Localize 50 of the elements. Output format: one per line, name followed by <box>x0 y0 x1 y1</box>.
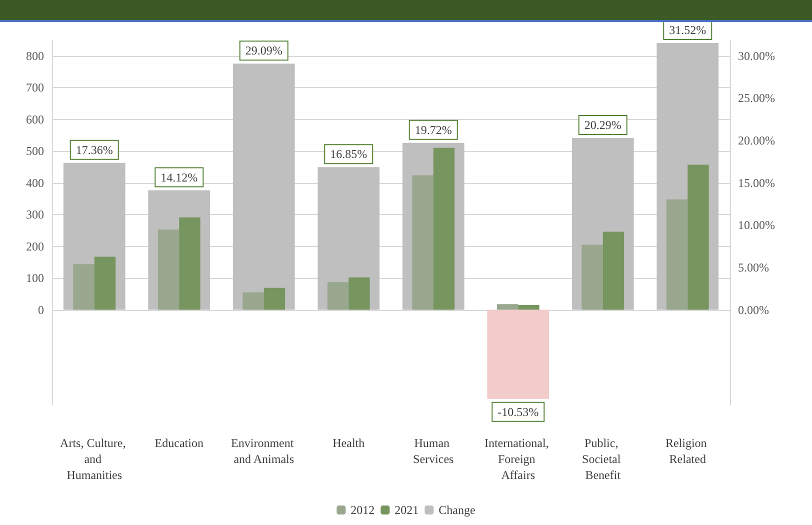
bar <box>73 264 94 310</box>
x-tick-label: Human Services <box>413 436 454 466</box>
bar <box>232 64 295 310</box>
y2-tick-label: 25.00% <box>738 91 775 106</box>
bar <box>688 164 709 310</box>
data-label: -10.53% <box>498 404 539 419</box>
y2-tick-label: 10.00% <box>738 218 775 232</box>
y-tick-label: 700 <box>26 80 44 95</box>
y-tick-label: 400 <box>26 176 44 190</box>
bar <box>94 256 116 310</box>
bar <box>264 288 286 310</box>
bar <box>518 305 540 310</box>
data-label: 29.09% <box>245 44 282 58</box>
y-tick-label: 300 <box>26 208 44 222</box>
y-tick-label: 500 <box>26 144 44 158</box>
x-tick-label: Public, Societal Benefit <box>582 436 624 482</box>
bar <box>666 199 688 310</box>
legend-label: 2012 <box>350 503 375 517</box>
bar <box>487 310 550 399</box>
data-label: 17.36% <box>76 142 113 157</box>
data-label: 14.12% <box>160 170 198 184</box>
data-label: 16.85% <box>330 147 368 162</box>
bar <box>582 244 603 310</box>
x-tick-label: International, Foreign Affairs <box>484 436 552 482</box>
bar <box>327 282 349 310</box>
y-tick-label: 0 <box>38 302 44 317</box>
y-tick-label: 800 <box>26 48 44 63</box>
bar <box>348 277 370 310</box>
data-label: 20.29% <box>584 118 622 132</box>
bar <box>602 232 624 310</box>
bar <box>242 292 264 310</box>
data-label: 31.52% <box>669 23 706 38</box>
y2-tick-label: 5.00% <box>738 260 769 274</box>
legend-label: 2021 <box>394 503 419 517</box>
y2-tick-label: 20.00% <box>738 134 775 148</box>
y-tick-label: 100 <box>26 271 44 286</box>
y2-tick-label: 0.00% <box>738 302 769 317</box>
x-tick-label: Environment and Animals <box>231 436 297 466</box>
y2-tick-label: 15.00% <box>738 176 775 190</box>
y-tick-label: 600 <box>26 112 44 126</box>
bar <box>496 304 518 310</box>
x-tick-label: Education <box>154 436 204 450</box>
bar <box>158 229 180 310</box>
x-tick-label: Health <box>332 436 365 450</box>
y2-tick-label: 30.00% <box>738 48 775 63</box>
data-label: 19.72% <box>414 122 452 137</box>
x-tick-label: Arts, Culture, and Humanities <box>60 436 129 482</box>
legend-label: Change <box>438 503 476 517</box>
x-tick-label: Religion Related <box>665 436 710 466</box>
y-tick-label: 200 <box>26 239 44 254</box>
